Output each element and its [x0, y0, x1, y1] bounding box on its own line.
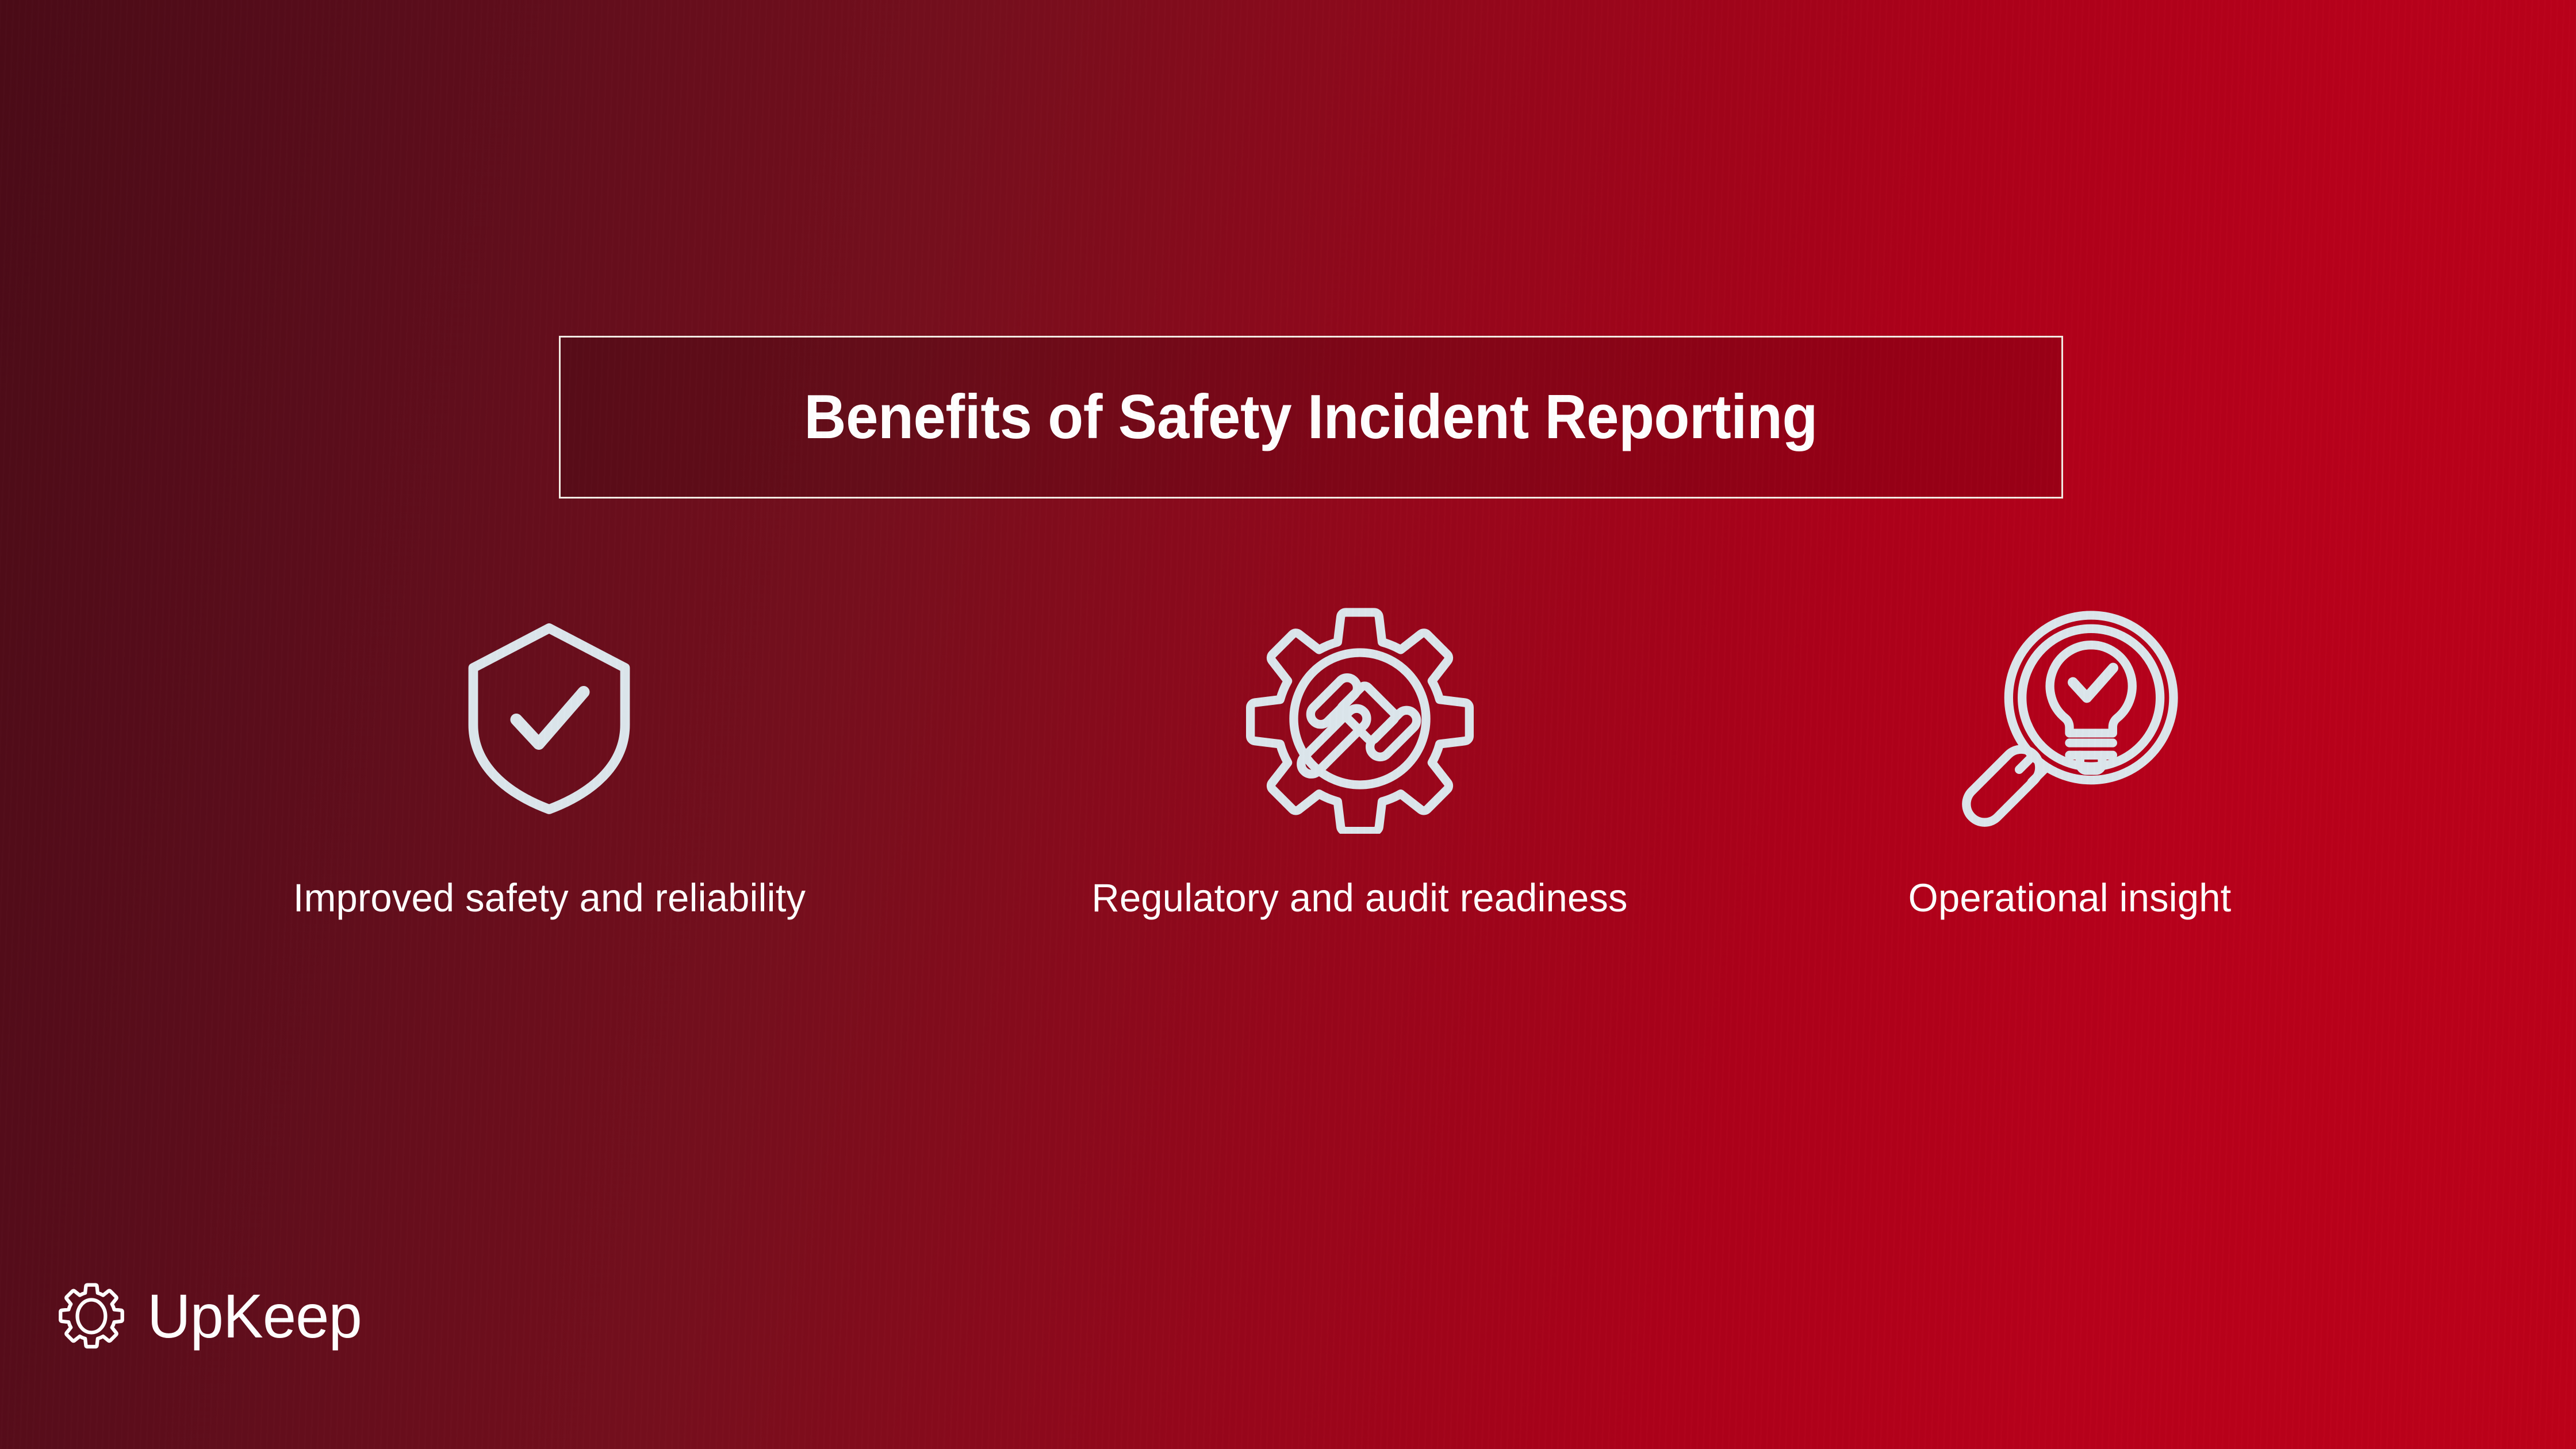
benefit-item-regulatory-audit: Regulatory and audit readiness — [1015, 598, 1705, 922]
benefit-label: Improved safety and reliability — [293, 876, 806, 920]
benefits-row: Improved safety and reliability — [0, 598, 2576, 1150]
gear-gavel-icon — [1245, 598, 1475, 839]
brand-logo: UpKeep — [56, 1281, 368, 1351]
page-title: Benefits of Safety Incident Reporting — [804, 382, 1818, 452]
magnifier-lightbulb-check-icon — [1955, 598, 2185, 839]
benefit-label: Regulatory and audit readiness — [1091, 876, 1628, 920]
gear-icon — [56, 1281, 126, 1351]
title-banner: Benefits of Safety Incident Reporting — [559, 336, 2063, 499]
benefit-item-improved-safety: Improved safety and reliability — [204, 598, 894, 922]
benefit-label: Operational insight — [1908, 876, 2232, 920]
benefit-item-operational-insight: Operational insight — [1725, 598, 2415, 922]
shield-check-icon — [463, 598, 635, 839]
logo-wordmark: UpKeep — [147, 1281, 362, 1351]
